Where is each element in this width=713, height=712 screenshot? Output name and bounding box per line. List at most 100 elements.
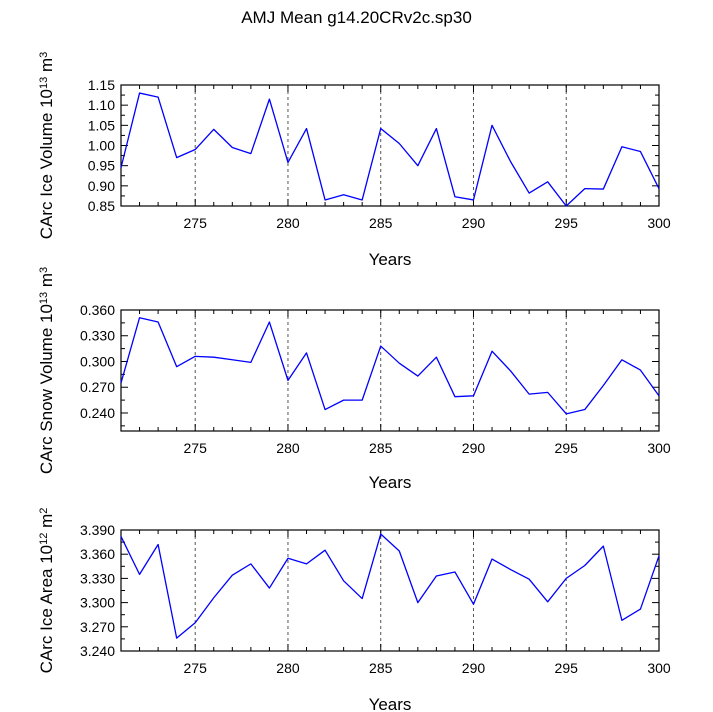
y-tick-label: 0.360 (80, 302, 115, 318)
data-point (454, 196, 456, 198)
y-tick-label: 1.15 (88, 77, 115, 93)
data-point (176, 637, 178, 639)
y-tick-label: 0.330 (80, 328, 115, 344)
data-point (232, 359, 234, 361)
data-point (157, 544, 159, 546)
chart-panel-2: 0.240 0.270 0.300 0.330 0.360 275 280 285 290 295… (37, 267, 671, 492)
data-point (176, 157, 178, 159)
data-point (398, 143, 400, 145)
y-tick-label: 0.300 (80, 353, 115, 369)
series-line (120, 533, 660, 639)
data-point (194, 622, 196, 624)
data-point (361, 399, 363, 401)
y-tick-label: 0.270 (80, 379, 115, 395)
data-point (547, 392, 549, 394)
data-point (232, 147, 234, 149)
data-point (417, 602, 419, 604)
y-tick-label: 1.10 (88, 97, 115, 113)
x-tick-label: 290 (462, 440, 486, 456)
data-point (417, 375, 419, 377)
data-point (157, 321, 159, 323)
data-point (269, 321, 271, 323)
x-tick-label: 275 (184, 660, 208, 676)
data-point (640, 369, 642, 371)
y-axis-title: CArc Snow Volume 1013 m3 (37, 267, 56, 474)
data-point (324, 549, 326, 551)
data-point (584, 188, 586, 190)
data-point (194, 356, 196, 358)
y-tick-label: 3.240 (80, 643, 115, 659)
y-tick-label: 1.00 (88, 138, 115, 154)
x-tick-label: 295 (555, 215, 579, 231)
data-point (528, 393, 530, 395)
data-point (436, 128, 438, 130)
x-tick-label: 290 (462, 660, 486, 676)
data-point (306, 128, 308, 130)
x-tick-label: 285 (369, 660, 393, 676)
data-point (436, 575, 438, 577)
data-point (398, 550, 400, 552)
y-tick-label: 3.390 (80, 522, 115, 538)
data-point (120, 167, 122, 169)
y-tick-label: 3.360 (80, 546, 115, 562)
data-point (306, 563, 308, 565)
data-point (139, 317, 141, 319)
data-point (565, 578, 567, 580)
data-point (380, 345, 382, 347)
y-tick-label: 0.85 (88, 198, 115, 214)
data-point (621, 620, 623, 622)
data-point (510, 370, 512, 372)
plot-frame (120, 309, 660, 432)
data-point (491, 125, 493, 127)
y-tick-label: 0.95 (88, 158, 115, 174)
data-point (380, 533, 382, 535)
x-tick-label: 285 (369, 440, 393, 456)
data-point (213, 129, 215, 131)
data-point (287, 380, 289, 382)
plot-frame (120, 84, 660, 207)
data-point (232, 574, 234, 576)
x-tick-label: 290 (462, 215, 486, 231)
data-point (139, 92, 141, 94)
x-tick-label: 300 (647, 440, 671, 456)
series-line (120, 92, 660, 207)
x-tick-label: 280 (276, 215, 300, 231)
data-point (584, 565, 586, 567)
data-point (120, 382, 122, 384)
data-point (139, 574, 141, 576)
data-point (473, 395, 475, 397)
x-tick-label: 275 (184, 440, 208, 456)
data-point (417, 165, 419, 167)
series-line (120, 317, 660, 415)
x-tick-label: 285 (369, 215, 393, 231)
data-point (621, 146, 623, 148)
chart-panel-1: 0.85 0.90 0.95 1.00 1.05 1.10 1.15 275 280 285 290… (37, 52, 671, 269)
data-point (194, 149, 196, 151)
data-point (473, 603, 475, 605)
x-axis-title: Years (369, 473, 412, 492)
data-point (250, 362, 252, 364)
data-point (621, 359, 623, 361)
y-tick-label: 3.330 (80, 570, 115, 586)
data-point (640, 151, 642, 153)
y-tick-label: 3.270 (80, 619, 115, 635)
data-point (269, 98, 271, 100)
x-tick-label: 300 (647, 660, 671, 676)
x-axis-title: Years (369, 695, 412, 712)
data-point (640, 608, 642, 610)
y-tick-label: 1.05 (88, 117, 115, 133)
chart-panel-3: 3.240 3.270 3.300 3.330 3.360 3.390 275 280 285 2… (37, 508, 671, 712)
data-point (380, 128, 382, 130)
data-point (213, 597, 215, 599)
data-point (603, 188, 605, 190)
data-point (547, 601, 549, 603)
data-point (250, 153, 252, 155)
data-point (343, 580, 345, 582)
data-point (510, 569, 512, 571)
data-point (454, 571, 456, 573)
data-point (603, 545, 605, 547)
data-point (528, 192, 530, 194)
data-point (491, 558, 493, 560)
data-point (473, 199, 475, 201)
figure-title: AMJ Mean g14.20CRv2c.sp30 (241, 8, 472, 27)
